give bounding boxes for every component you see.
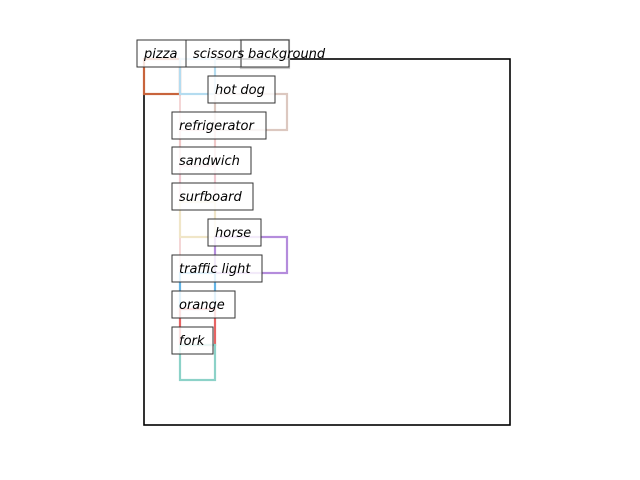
label-box	[240, 39, 290, 68]
label-text: sandwich	[179, 154, 240, 169]
label-box	[207, 218, 262, 247]
label-text: traffic light	[179, 262, 251, 277]
label-text: surfboard	[179, 190, 242, 205]
label-box	[207, 75, 276, 104]
label-box	[171, 290, 236, 319]
label-box	[171, 146, 252, 175]
label-text: fork	[179, 334, 205, 349]
label-refrigerator: refrigerator	[171, 111, 267, 140]
label-text: pizza	[143, 47, 178, 62]
label-horse: horse	[207, 218, 262, 247]
label-text: refrigerator	[179, 119, 255, 134]
plot-frame	[143, 58, 511, 426]
label-box	[171, 326, 214, 355]
label-text: orange	[179, 298, 225, 313]
label-box	[171, 182, 254, 211]
labels-layer: background pizza scissors hot dog refrigerat…	[136, 39, 326, 355]
label-box	[171, 111, 267, 140]
label-box	[136, 39, 187, 68]
label-text: hot dog	[215, 83, 265, 98]
label-box	[185, 39, 242, 68]
label-text: background	[248, 47, 326, 62]
label-box	[171, 254, 263, 283]
label-sandwich: sandwich	[171, 146, 252, 175]
label-orange: orange	[171, 290, 236, 319]
label-surfboard: surfboard	[171, 182, 254, 211]
label-pizza: pizza	[136, 39, 187, 68]
label-text: scissors	[193, 47, 244, 62]
label-hot-dog: hot dog	[207, 75, 276, 104]
label-fork: fork	[171, 326, 214, 355]
label-traffic-light: traffic light	[171, 254, 263, 283]
label-scissors: scissors	[185, 39, 244, 68]
label-text: horse	[215, 226, 251, 241]
label-background: background	[240, 39, 326, 68]
